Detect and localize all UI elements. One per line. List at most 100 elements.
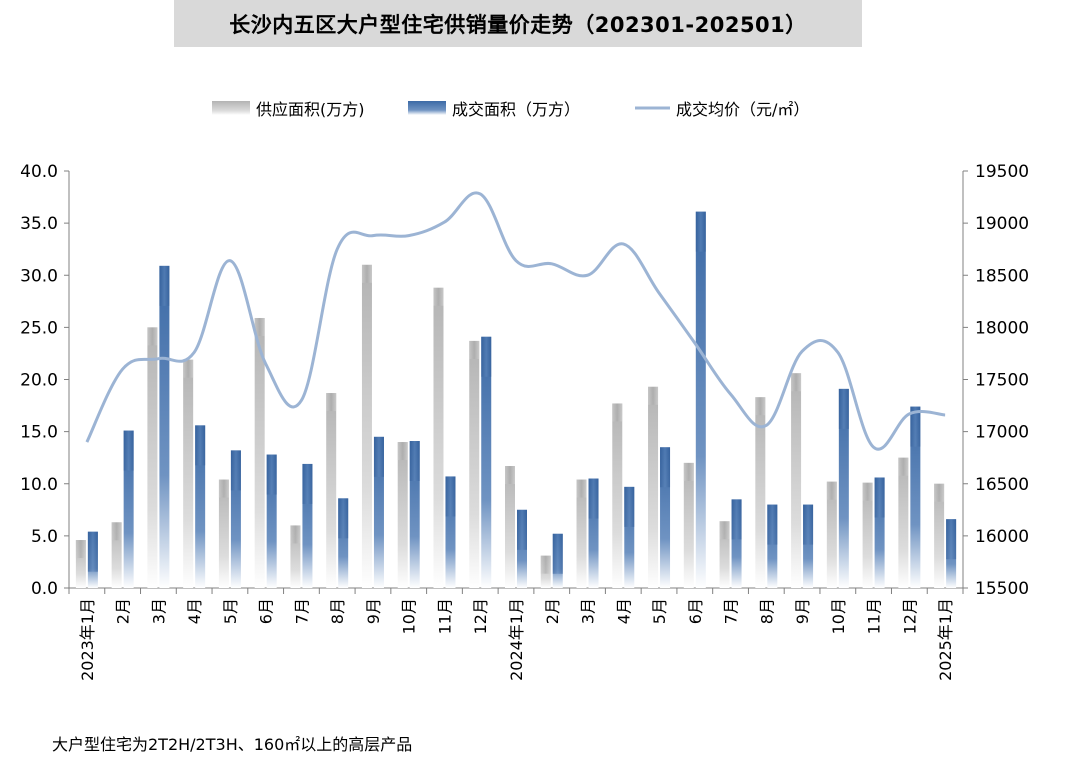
axes: 0.0 5.0 10.0 15.0 20.0 25.0 30.0 35.0 40.0 15500 1… [20,162,1029,599]
price-series-line [85,191,946,451]
deal-bar [660,447,671,588]
supply-bar [183,359,194,588]
x-tick-label: 3月 [579,598,598,624]
deal-bar [266,454,277,588]
x-tick-label: 8月 [328,598,347,624]
x-tick-label: 5月 [221,598,240,624]
supply-bar-cap [111,522,122,541]
deal-bar [302,463,313,588]
x-tick-label: 2月 [543,598,562,624]
deal-bar [767,504,778,588]
supply-bar [898,457,909,588]
deal-bar [338,498,349,588]
supply-bar-cap [826,481,837,500]
supply-bar [683,462,694,588]
deal-bar-cap [910,406,921,447]
deal-bar [910,406,921,588]
title-box: 长沙内五区大户型住宅供销量价走势（202301-202501） [174,0,862,47]
deal-bar [695,211,706,588]
supply-bar [612,403,623,588]
price-line [85,191,946,451]
y-left-tick-label: 40.0 [20,162,58,182]
supply-bar [75,540,86,588]
supply-bar [111,522,122,588]
deal-bar [803,504,814,588]
deal-bar [409,441,420,588]
y-right-tick-label: 15500 [975,579,1029,599]
deal-bar-cap [660,447,671,488]
deal-bar-cap [302,463,313,504]
supply-bar-cap [469,340,480,359]
supply-bar-cap [75,540,86,559]
supply-bar [147,327,158,588]
deal-bar-cap [338,498,349,539]
x-tick-label: 2025年1月 [936,598,955,681]
supply-bar-cap [791,373,802,392]
supply-bar-cap [540,555,551,574]
y-right-tick-label: 19500 [975,162,1029,182]
deal-bar [731,499,742,588]
y-right-tick-label: 16500 [975,475,1029,495]
supply-bar-cap [719,521,730,540]
x-axis-labels: 2023年1月 2月 3月 4月 5月 6月 7月 8月 9月 10月 11月 12月 2024年1月 2… [78,598,955,681]
y-left-tick-label: 20.0 [20,371,58,391]
supply-bar-cap [898,457,909,476]
x-tick-label: 10月 [829,598,848,634]
deal-bar [230,450,241,588]
y-right-tick-label: 17500 [975,371,1029,391]
deal-bar [481,336,492,588]
supply-bar-cap [648,386,659,405]
supply-bar [755,397,766,588]
supply-bar-cap [147,327,158,346]
deal-bar-cap [731,499,742,540]
deal-bar [838,388,849,588]
supply-bar-cap [505,466,515,485]
supply-bar-cap [576,479,587,498]
supply-bar-cap [254,317,265,336]
supply-bar-cap [755,397,766,416]
supply-bar [791,373,802,588]
x-tick-label: 2月 [114,598,133,624]
supply-bar-cap [397,442,408,461]
y-left-tick-label: 30.0 [20,266,58,286]
x-tick-label: 8月 [757,598,776,624]
y-right-tick-label: 19000 [975,214,1029,234]
footnote: 大户型住宅为2T2H/2T3H、160㎡以上的高层产品 [52,735,413,754]
x-tick-label: 11月 [865,598,884,634]
deal-bar [874,477,885,588]
deal-bar-cap [195,425,206,466]
deal-bar [123,430,134,588]
y-right-tick-label: 18000 [975,318,1029,338]
x-tick-label: 5月 [650,598,669,624]
deal-bar [195,425,206,588]
y-right-tick-label: 18500 [975,266,1029,286]
x-tick-label: 2023年1月 [78,598,97,681]
deal-bar-cap [87,531,98,572]
supply-bar-cap [862,482,873,501]
legend: 供应面积(万方) 成交面积（万方） 成交均价（元/㎡） [212,100,809,119]
supply-bar [648,386,659,588]
supply-bar-cap [433,287,444,306]
deal-bar [588,478,599,588]
deal-bar [624,486,635,588]
supply-bar-cap [361,264,372,283]
deal-bar-cap [123,430,134,471]
y-left-tick-label: 5.0 [31,527,58,547]
x-tick-label: 7月 [722,598,741,624]
deal-bar-cap [838,388,849,429]
supply-bar [505,466,515,588]
x-tick-label: 12月 [471,598,490,634]
legend-label-deal: 成交面积（万方） [452,100,580,119]
x-tick-label: 6月 [686,598,705,624]
y-right-tick-label: 17000 [975,423,1029,443]
legend-swatch-deal [408,101,446,115]
deal-bar [159,265,170,588]
supply-bar-cap [183,359,194,378]
deal-bar [445,476,456,588]
supply-bar-cap [934,483,945,502]
legend-label-supply: 供应面积(万方) [256,100,365,119]
deal-bar-cap [874,477,885,518]
deal-bar-cap [230,450,241,491]
supply-bar [576,479,587,588]
